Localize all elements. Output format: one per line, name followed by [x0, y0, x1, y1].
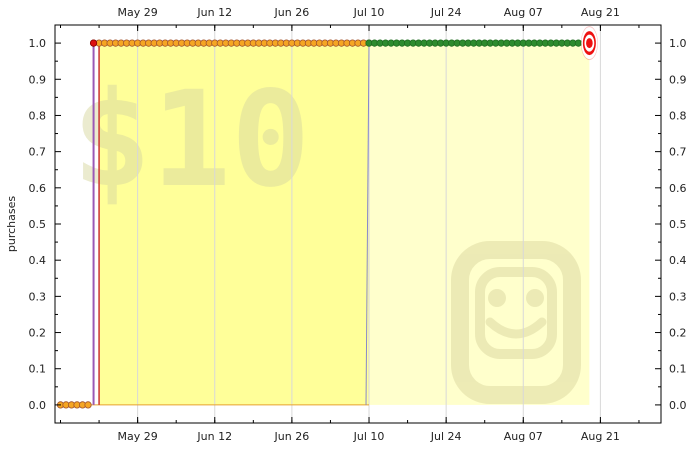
x-tick-label-bottom-2: Jun 12 — [196, 430, 232, 443]
y-tick-label-right-7: 0.7 — [669, 146, 687, 159]
y-tick-label-left-0: 0.0 — [29, 399, 47, 412]
y-axis-left: 0.0 0.1 0.2 0.3 0.4 0.5 0.6 0.7 0.8 0.9 1.0 — [29, 37, 61, 412]
y-tick-label-right-6: 0.6 — [669, 182, 687, 195]
target-icon — [580, 26, 598, 61]
x-tick-label-top-1: May 29 — [118, 6, 158, 19]
x-tick-label-bottom-3: Jun 26 — [274, 430, 310, 443]
y-tick-label-left-9: 0.9 — [29, 73, 47, 86]
x-tick-label-top-7: Aug 21 — [581, 6, 620, 19]
y-tick-label-right-4: 0.4 — [669, 254, 687, 267]
transition-line — [365, 43, 370, 405]
target-ring-4 — [586, 38, 593, 49]
x-axis-top: May 29 Jun 12 Jun 26 Jul 10 Jul 24 Aug 07 Aug … — [60, 6, 640, 31]
shaded-period-2 — [369, 43, 590, 405]
x-tick-label-bottom-4: Jul 10 — [353, 430, 385, 443]
y-tick-label-right-1: 0.1 — [669, 363, 687, 376]
x-tick-label-bottom-7: Aug 21 — [581, 430, 620, 443]
x-tick-label-top-2: Jun 12 — [196, 6, 232, 19]
x-tick-label-top-5: Jul 24 — [430, 6, 462, 19]
watermark-price-text: $10 — [72, 63, 310, 217]
data-point — [84, 401, 92, 409]
y-tick-label-right-3: 0.3 — [669, 290, 687, 303]
y-axis-label: purchases — [5, 196, 18, 252]
y-tick-label-left-5: 0.5 — [29, 218, 47, 231]
vertical-gridlines — [137, 25, 601, 423]
y-tick-label-right-5: 0.5 — [669, 218, 687, 231]
y-axis-right: 0.0 0.1 0.2 0.3 0.4 0.5 0.6 0.7 0.8 0.9 1.0 — [655, 37, 687, 412]
x-tick-label-bottom-6: Aug 07 — [504, 430, 543, 443]
y-tick-label-left-6: 0.6 — [29, 182, 47, 195]
watermark: $10 — [72, 63, 581, 404]
shaded-period-1 — [99, 43, 370, 405]
y-tick-label-left-3: 0.3 — [29, 290, 47, 303]
y-tick-label-right-0: 0.0 — [669, 399, 687, 412]
y-tick-label-right-8: 0.8 — [669, 109, 687, 122]
y-tick-label-right-10: 1.0 — [669, 37, 687, 50]
y-tick-label-left-2: 0.2 — [29, 327, 47, 340]
data-point-first-purchase — [89, 39, 98, 47]
x-axis-bottom: May 29 Jun 12 Jun 26 Jul 10 Jul 24 Aug 07 Aug … — [60, 417, 640, 443]
x-tick-label-bottom-5: Jul 24 — [430, 430, 462, 443]
x-tick-label-top-6: Aug 07 — [504, 6, 543, 19]
x-tick-label-bottom-1: May 29 — [118, 430, 158, 443]
y-tick-label-right-9: 0.9 — [669, 73, 687, 86]
y-tick-label-left-7: 0.7 — [29, 146, 47, 159]
y-tick-label-left-8: 0.8 — [29, 109, 47, 122]
y-tick-label-left-10: 1.0 — [29, 37, 47, 50]
x-tick-label-top-4: Jul 10 — [353, 6, 385, 19]
shaded-periods — [99, 43, 590, 405]
x-tick-label-top-3: Jun 26 — [274, 6, 310, 19]
purchases-series — [56, 26, 598, 409]
smiley-face-icon — [451, 241, 581, 404]
y-tick-label-left-1: 0.1 — [29, 363, 47, 376]
y-tick-label-left-4: 0.4 — [29, 254, 47, 267]
y-tick-label-right-2: 0.2 — [669, 327, 687, 340]
